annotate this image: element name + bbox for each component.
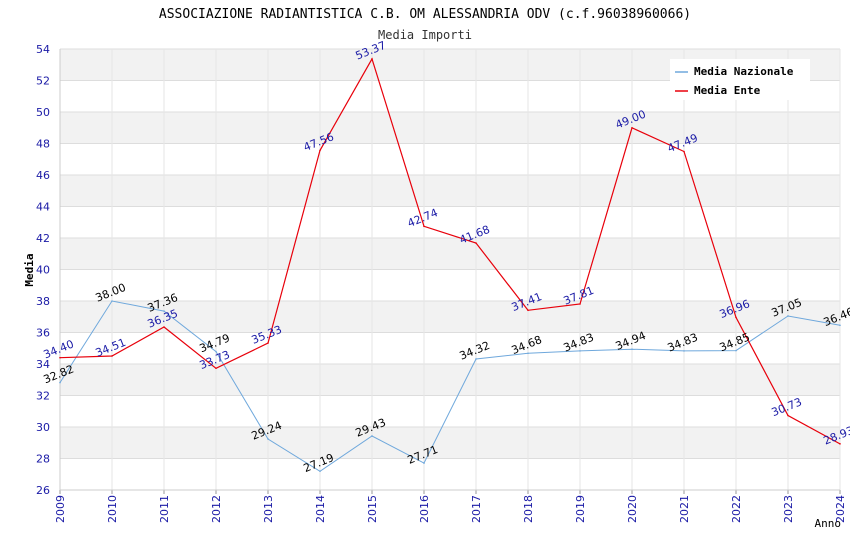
data-point-media-nazionale: [475, 358, 477, 360]
y-tick-label: 32: [36, 390, 50, 403]
y-tick-label: 50: [36, 106, 50, 119]
x-axis-title: Anno: [815, 517, 842, 530]
y-tick-label: 30: [36, 421, 50, 434]
data-point-media-nazionale: [527, 352, 529, 355]
grid-band: [60, 427, 840, 459]
data-label-media-ente: 30.73: [770, 395, 804, 419]
x-tick-label: 2010: [106, 495, 119, 523]
x-tick-label: 2017: [470, 495, 483, 523]
x-tick-label: 2013: [262, 495, 275, 523]
x-tick-label: 2011: [158, 495, 171, 523]
grid-band: [60, 238, 840, 270]
data-point-media-ente: [215, 367, 217, 370]
grid-band: [60, 301, 840, 333]
grid-bands: [60, 49, 840, 459]
data-point-media-nazionale: [631, 348, 633, 350]
y-tick-label: 40: [36, 264, 50, 277]
data-point-media-ente: [735, 316, 737, 319]
data-point-media-nazionale: [735, 349, 737, 352]
data-point-media-nazionale: [787, 315, 789, 317]
x-tick-label: 2022: [730, 495, 743, 523]
data-point-media-ente: [579, 303, 581, 305]
x-tick-label: 2020: [626, 495, 639, 523]
x-tick-label: 2014: [314, 495, 327, 523]
data-point-media-ente: [267, 342, 269, 344]
data-point-media-nazionale: [839, 324, 841, 327]
data-point-media-ente: [59, 356, 61, 359]
data-point-media-nazionale: [111, 300, 113, 302]
y-tick-label: 42: [36, 232, 50, 245]
x-tick-label: 2009: [54, 495, 67, 523]
grid-band: [60, 175, 840, 207]
legend-label-media-ente: Media Ente: [694, 84, 761, 97]
data-point-media-ente: [787, 414, 789, 417]
data-point-media-ente: [319, 149, 321, 152]
data-point-media-nazionale: [579, 350, 581, 352]
x-tick-label: 2024: [834, 495, 847, 523]
y-tick-label: 52: [36, 75, 50, 88]
x-tick-label: 2012: [210, 495, 223, 523]
y-axis-title: Media: [23, 253, 36, 286]
y-tick-label: 46: [36, 169, 50, 182]
data-point-media-ente: [839, 443, 841, 445]
data-point-media-ente: [631, 126, 633, 129]
data-point-media-ente: [683, 150, 685, 153]
x-tick-label: 2015: [366, 495, 379, 523]
data-point-media-nazionale: [215, 350, 217, 353]
series-line-media-ente: [59, 57, 841, 445]
legend-box: [670, 59, 810, 100]
y-tick-label: 26: [36, 484, 50, 497]
data-point-media-ente: [371, 58, 373, 60]
data-point-media-ente: [423, 225, 425, 228]
data-point-media-nazionale: [267, 438, 269, 440]
y-tick-label: 36: [36, 327, 50, 340]
data-point-media-nazionale: [59, 381, 61, 384]
data-point-media-ente: [111, 355, 113, 357]
y-tick-label: 34: [36, 358, 50, 371]
y-tick-label: 28: [36, 453, 50, 466]
grid-band: [60, 112, 840, 144]
y-tick-label: 44: [36, 201, 50, 214]
series-lines: [59, 57, 841, 473]
chart-subtitle: Media Importi: [378, 28, 472, 42]
data-point-media-nazionale: [683, 350, 685, 352]
data-point-media-nazionale: [319, 470, 321, 473]
x-tick-label: 2016: [418, 495, 431, 523]
data-point-media-nazionale: [163, 310, 165, 312]
data-point-media-ente: [163, 326, 165, 328]
x-tick-labels: 2009 2010 2011 2012 2013 2014 2015 2016 2017 2018…: [54, 495, 847, 523]
chart-title: ASSOCIAZIONE RADIANTISTICA C.B. OM ALESS…: [159, 7, 691, 22]
y-tick-label: 48: [36, 138, 50, 151]
data-point-media-nazionale: [371, 435, 373, 437]
legend: Media Nazionale Media Ente: [670, 59, 810, 100]
x-tick-label: 2023: [782, 495, 795, 523]
y-tick-label: 38: [36, 295, 50, 308]
legend-label-media-nazionale: Media Nazionale: [694, 65, 794, 78]
data-point-media-nazionale: [423, 462, 425, 464]
data-point-media-ente: [527, 309, 529, 312]
x-tick-label: 2018: [522, 495, 535, 523]
x-tick-label: 2021: [678, 495, 691, 523]
y-tick-labels: 26 28 30 32 34 36 38 40 42 44 46 48 50 52 54: [36, 43, 50, 497]
data-label-media-ente: 42.74: [406, 206, 440, 230]
series-line-media-nazionale: [59, 300, 841, 472]
data-point-media-ente: [475, 242, 477, 244]
grid-band: [60, 364, 840, 396]
data-label-media-nazionale: 34.32: [458, 339, 492, 363]
y-tick-label: 54: [36, 43, 50, 56]
x-tick-label: 2019: [574, 495, 587, 523]
